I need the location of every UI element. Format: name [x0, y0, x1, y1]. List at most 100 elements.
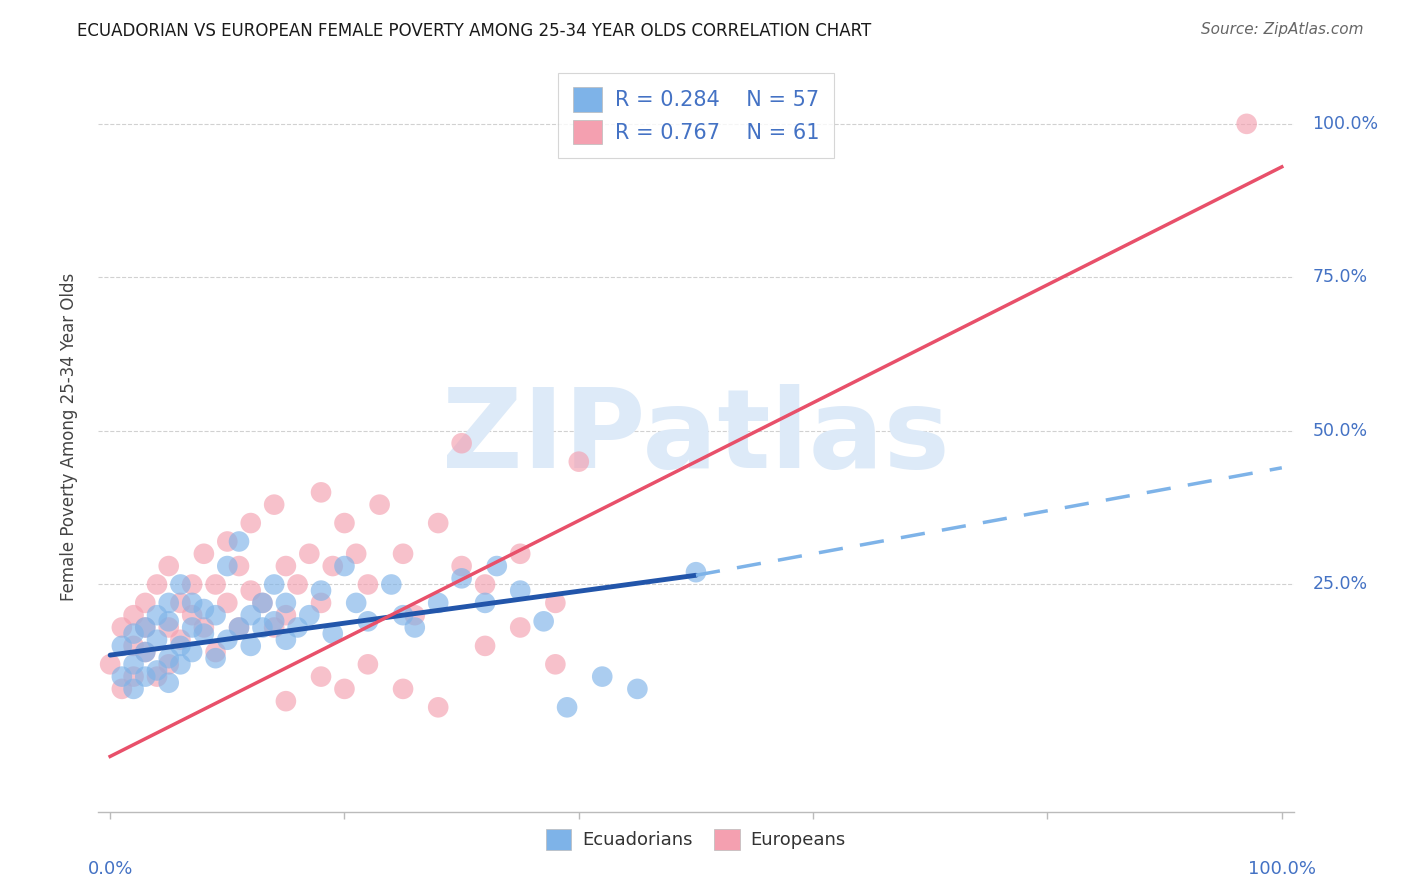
Point — [181, 596, 204, 610]
Point — [427, 516, 450, 530]
Point — [380, 577, 402, 591]
Point — [157, 596, 180, 610]
Point — [146, 577, 169, 591]
Point — [146, 670, 169, 684]
Point — [450, 436, 472, 450]
Point — [685, 565, 707, 579]
Point — [169, 639, 191, 653]
Point — [111, 670, 134, 684]
Point — [204, 645, 226, 659]
Point — [555, 700, 578, 714]
Point — [193, 626, 215, 640]
Point — [298, 547, 321, 561]
Point — [322, 626, 344, 640]
Point — [239, 608, 262, 623]
Point — [252, 620, 274, 634]
Point — [146, 664, 169, 678]
Point — [181, 645, 204, 659]
Point — [157, 675, 180, 690]
Point — [217, 534, 239, 549]
Point — [146, 608, 169, 623]
Point — [509, 620, 531, 634]
Point — [98, 657, 121, 672]
Point — [181, 577, 204, 591]
Point — [274, 694, 297, 708]
Point — [193, 620, 215, 634]
Point — [157, 657, 180, 672]
Point — [287, 577, 309, 591]
Point — [228, 620, 250, 634]
Point — [333, 559, 356, 574]
Point — [193, 547, 215, 561]
Point — [263, 620, 285, 634]
Point — [357, 657, 380, 672]
Point — [252, 596, 274, 610]
Point — [274, 596, 297, 610]
Point — [122, 639, 145, 653]
Point — [217, 596, 239, 610]
Point — [544, 596, 567, 610]
Point — [239, 516, 262, 530]
Point — [181, 608, 204, 623]
Point — [204, 577, 226, 591]
Point — [157, 620, 180, 634]
Point — [111, 681, 134, 696]
Point — [333, 516, 356, 530]
Text: 50.0%: 50.0% — [1312, 422, 1368, 440]
Point — [111, 639, 134, 653]
Point — [509, 547, 531, 561]
Point — [450, 571, 472, 585]
Point — [274, 608, 297, 623]
Point — [427, 700, 450, 714]
Point — [134, 620, 156, 634]
Point — [392, 608, 415, 623]
Point — [122, 681, 145, 696]
Point — [474, 596, 496, 610]
Point — [309, 596, 332, 610]
Point — [122, 626, 145, 640]
Legend: Ecuadorians, Europeans: Ecuadorians, Europeans — [537, 820, 855, 859]
Point — [228, 559, 250, 574]
Point — [344, 596, 367, 610]
Text: Source: ZipAtlas.com: Source: ZipAtlas.com — [1201, 22, 1364, 37]
Point — [533, 615, 555, 629]
Point — [544, 657, 567, 672]
Point — [263, 615, 285, 629]
Point — [509, 583, 531, 598]
Point — [228, 620, 250, 634]
Point — [217, 632, 239, 647]
Point — [322, 559, 344, 574]
Point — [274, 559, 297, 574]
Point — [1236, 117, 1258, 131]
Y-axis label: Female Poverty Among 25-34 Year Olds: Female Poverty Among 25-34 Year Olds — [59, 273, 77, 601]
Point — [134, 596, 156, 610]
Point — [169, 657, 191, 672]
Point — [309, 485, 332, 500]
Point — [626, 681, 648, 696]
Point — [404, 620, 426, 634]
Point — [404, 608, 426, 623]
Point — [357, 615, 380, 629]
Point — [485, 559, 508, 574]
Text: 100.0%: 100.0% — [1312, 115, 1378, 133]
Point — [427, 596, 450, 610]
Point — [193, 602, 215, 616]
Point — [134, 620, 156, 634]
Point — [204, 608, 226, 623]
Point — [591, 670, 613, 684]
Point — [122, 657, 145, 672]
Point — [263, 498, 285, 512]
Point — [344, 547, 367, 561]
Point — [392, 681, 415, 696]
Point — [134, 645, 156, 659]
Text: 100.0%: 100.0% — [1247, 861, 1316, 879]
Point — [287, 620, 309, 634]
Point — [309, 670, 332, 684]
Point — [298, 608, 321, 623]
Point — [568, 455, 591, 469]
Point — [357, 577, 380, 591]
Point — [474, 577, 496, 591]
Point — [169, 596, 191, 610]
Text: 0.0%: 0.0% — [87, 861, 132, 879]
Point — [368, 498, 391, 512]
